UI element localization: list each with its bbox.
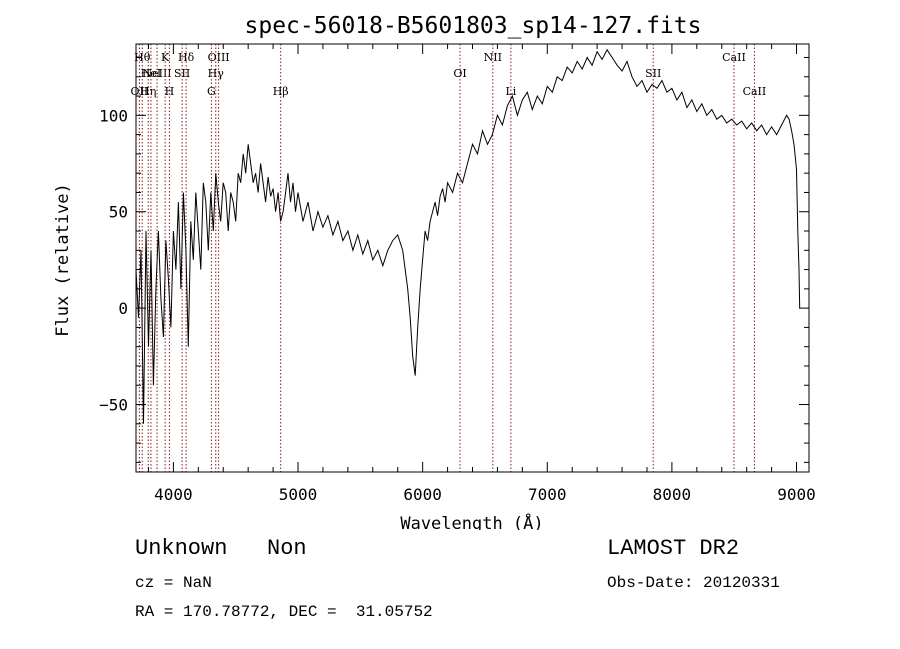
line-marker-label: Li: [505, 85, 516, 98]
line-marker-label: OII: [131, 85, 149, 98]
line-marker-label: Hθ: [134, 51, 151, 64]
line-marker-label: CaII: [743, 85, 767, 98]
redshift-label: cz = NaN: [135, 574, 212, 592]
y-tick-label: 0: [118, 299, 128, 318]
x-tick-label: 5000: [279, 485, 318, 504]
coordinates-label: RA = 170.78772, DEC = 31.05752: [135, 603, 433, 621]
spectrum-line: [135, 48, 801, 424]
x-tick-label: 6000: [403, 485, 442, 504]
survey-label: LAMOST DR2: [607, 536, 740, 561]
spectrum-chart: spec-56018-B5601803_sp14-127.fits OII Hθ H…: [53, 13, 816, 530]
line-marker-label: Hδ: [178, 51, 195, 64]
y-tick-label: 50: [109, 203, 128, 222]
line-marker-label: NII: [484, 51, 502, 64]
line-marker-label: CaII: [722, 51, 746, 64]
y-axis-label: Flux (relative): [53, 183, 73, 337]
line-marker-label: H: [165, 85, 175, 98]
line-marker-label: G: [207, 85, 216, 98]
x-tick-label: 8000: [653, 485, 692, 504]
x-tick-label: 9000: [777, 485, 816, 504]
object-class-label: Unknown Non: [135, 536, 307, 561]
line-marker-label: Hβ: [273, 85, 289, 98]
line-marker-label: SII: [174, 67, 190, 80]
y-tick-labels: −50 0 50 100: [99, 106, 128, 414]
y-tick-label: −50: [99, 396, 128, 415]
x-tick-label: 4000: [154, 485, 193, 504]
plot-frame: [135, 43, 810, 473]
obs-date-label: Obs-Date: 20120331: [607, 574, 780, 592]
line-marker-label: HeI: [141, 67, 161, 80]
x-axis-label: Wavelength (Å): [400, 512, 543, 530]
line-marker-label: Hγ: [208, 67, 225, 80]
chart-title: spec-56018-B5601803_sp14-127.fits: [245, 13, 702, 39]
x-tick-label: 7000: [528, 485, 567, 504]
line-marker-label: K: [161, 51, 170, 64]
axis-ticks: [136, 44, 809, 472]
line-marker-label: SII: [645, 67, 661, 80]
line-marker-label: Hη: [140, 85, 156, 98]
line-marker-label: OIII: [208, 51, 230, 64]
line-marker-label: OI: [453, 67, 466, 80]
line-marker-label: NeIII: [142, 67, 171, 80]
y-tick-label: 100: [99, 106, 128, 125]
x-tick-labels: 4000 5000 6000 7000 8000 9000: [154, 485, 816, 504]
